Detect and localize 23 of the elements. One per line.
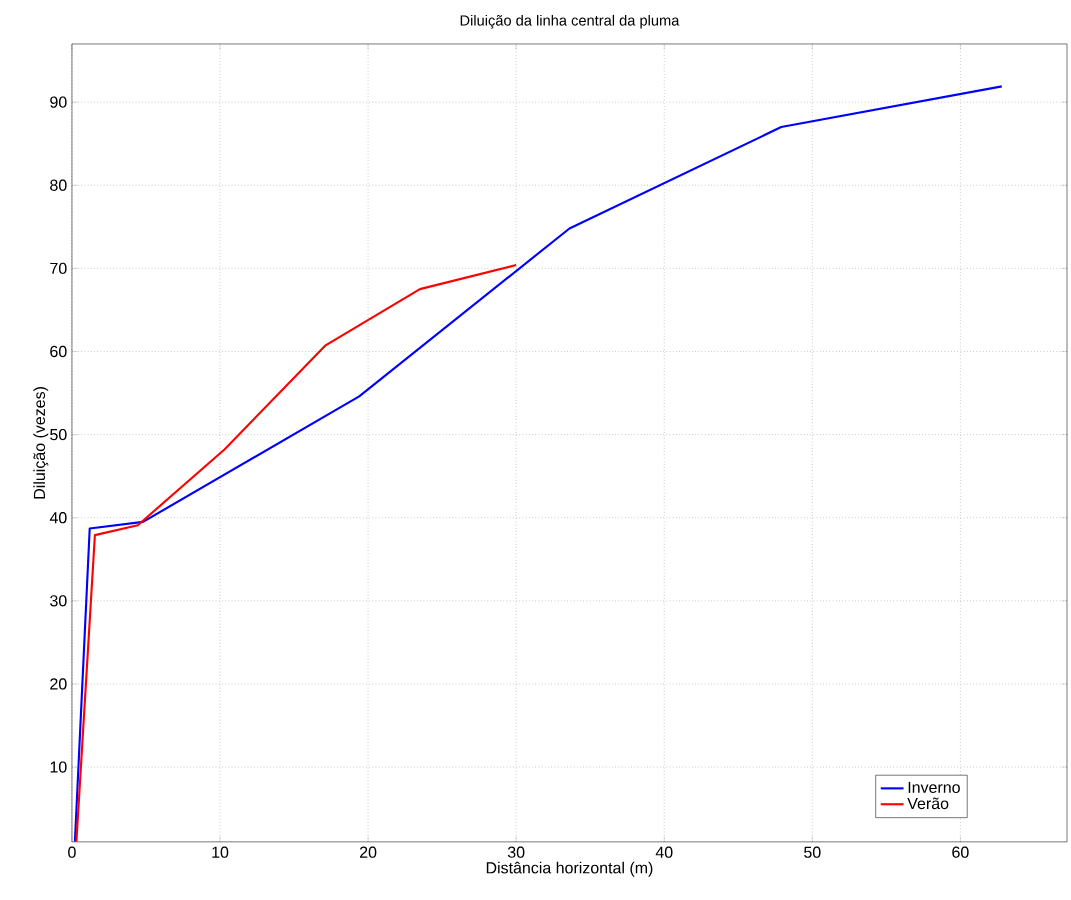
y-tick-label: 40 [49,511,67,524]
line-series [75,263,518,842]
y-tick-label: 80 [50,179,67,191]
y-tick-label: 10 [50,761,67,773]
x-tick-label: 0 [68,846,76,858]
y-tick-label: 70 [50,262,67,274]
x-tick-label: 60 [952,846,969,858]
y-tick-label: 30 [50,594,67,607]
y-tick-label: 60 [50,345,67,357]
x-tick-label: 50 [804,846,821,858]
x-tick-label: 40 [655,846,673,858]
y-tick-label: 50 [50,428,67,441]
line-series [73,85,1003,842]
x-tick-label: 10 [212,846,229,858]
legend-label: Verão [907,797,949,809]
y-axis-title: Diluição (vezes) [33,386,49,499]
y-tick-label: 20 [50,678,67,690]
x-tick-label: 30 [507,846,525,858]
legend-label: Inverno [908,781,960,793]
x-axis-title: Distância horizontal (m) [486,861,653,877]
chart-title: Diluição da linha central da pluma [460,14,680,29]
x-tick-label: 20 [359,846,377,858]
y-tick-label: 90 [50,96,67,108]
